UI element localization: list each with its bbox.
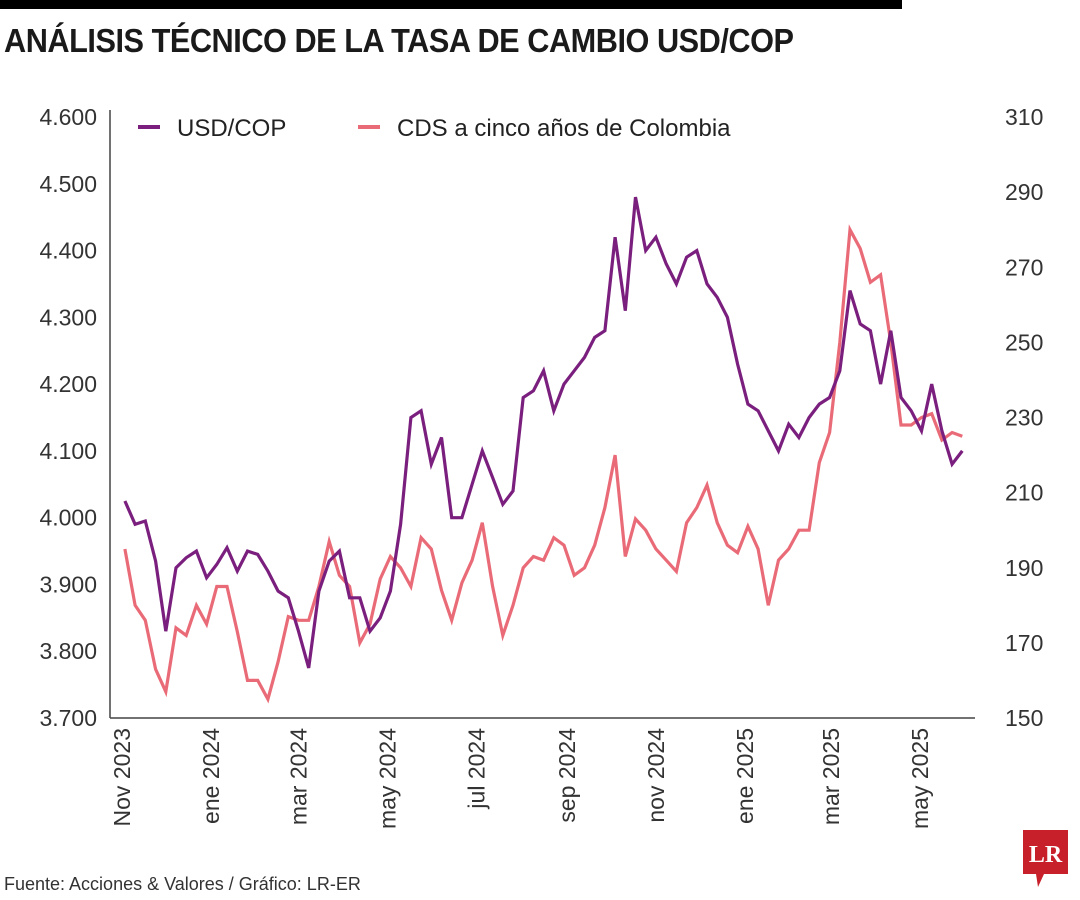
svg-text:LR: LR [1029,842,1063,868]
right-tick-label: 230 [1005,405,1043,431]
lr-logo: LR [1023,830,1068,887]
left-tick-label: 4.100 [39,438,97,464]
left-tick-label: 4.400 [39,238,97,264]
legend-label-usdcop: USD/COP [177,115,286,142]
right-tick-label: 210 [1005,480,1043,506]
source-note: Fuente: Acciones & Valores / Gráfico: LR… [4,874,361,894]
x-tick-label: mar 2024 [286,728,312,825]
x-tick-label: Nov 2023 [109,728,135,826]
left-tick-label: 4.200 [39,371,97,397]
top-rule [0,0,902,9]
right-axis-ticks: 150 170 190 210 230 250 270 290 310 [1005,104,1043,731]
left-tick-label: 4.500 [39,171,97,197]
x-tick-label: nov 2024 [643,728,669,823]
series-line-cds [123,224,963,704]
left-tick-label: 3.900 [39,571,97,597]
points-cds [124,229,963,700]
left-tick-label: 4.300 [39,304,97,330]
right-tick-label: 150 [1005,705,1043,731]
left-tick-label: 4.600 [39,104,97,130]
right-tick-label: 270 [1005,254,1043,280]
right-tick-label: 290 [1005,179,1043,205]
x-tick-label: may 2024 [375,728,401,829]
series-line-usdcop [123,196,964,669]
x-tick-label: ene 2024 [198,728,224,824]
chart-title: ANÁLISIS TÉCNICO DE LA TASA DE CAMBIO US… [4,22,794,59]
right-tick-label: 170 [1005,630,1043,656]
left-tick-label: 3.700 [39,705,97,731]
legend-label-cds: CDS a cinco años de Colombia [397,115,731,142]
x-tick-label: ene 2025 [732,728,758,824]
right-tick-label: 250 [1005,329,1043,355]
left-tick-label: 3.800 [39,638,97,664]
left-tick-label: 4.000 [39,505,97,531]
legend: USD/COP CDS a cinco años de Colombia [138,115,731,142]
x-tick-label: jul 2024 [464,728,490,810]
left-axis-ticks: 3.700 3.800 3.900 4.000 4.100 4.200 4.300 4.400… [39,104,97,731]
x-tick-label: may 2025 [907,728,933,829]
x-tick-label: sep 2024 [554,728,580,823]
right-tick-label: 190 [1005,555,1043,581]
x-axis-ticks: Nov 2023 ene 2024 mar 2024 may 2024 jul 2024… [109,728,933,829]
right-tick-label: 310 [1005,104,1043,130]
points-usdcop [124,197,963,669]
x-tick-label: mar 2025 [818,728,844,825]
line-chart: 3.700 3.800 3.900 4.000 4.100 4.200 4.300 4.400… [39,104,1043,829]
